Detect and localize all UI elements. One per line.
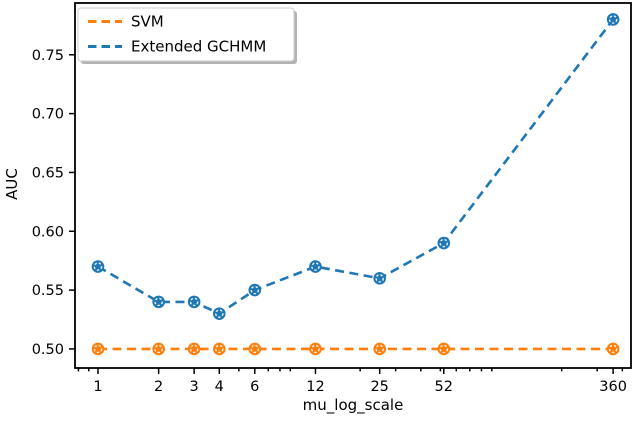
marker-inner-ring-svm (375, 344, 384, 354)
y-tick-label: 0.55 (32, 283, 64, 299)
marker-svm (606, 342, 620, 356)
marker-svm (91, 342, 105, 356)
y-axis-label: AUC (3, 168, 21, 200)
x-tick-label: 2 (154, 379, 163, 395)
marker-inner-ring-extended-gchmm (439, 238, 449, 248)
x-tick-label: 12 (306, 379, 324, 395)
marker-inner-ring-svm (93, 344, 103, 354)
marker-svm (152, 342, 165, 356)
marker-inner-ring-svm (189, 344, 199, 354)
y-tick-label: 0.50 (32, 342, 64, 358)
x-tick-label: 4 (215, 379, 224, 395)
y-tick-label: 0.65 (32, 165, 64, 181)
y-tick-label: 0.60 (32, 224, 64, 240)
legend: SVM Extended GCHMM (77, 7, 297, 64)
marker-svm (373, 342, 386, 356)
marker-inner-ring-extended-gchmm (375, 274, 384, 283)
marker-extended-gchmm (213, 307, 226, 320)
marker-inner-ring-extended-gchmm (215, 309, 224, 318)
marker-extended-gchmm (373, 272, 386, 285)
marker-inner-ring-extended-gchmm (189, 297, 199, 307)
marker-inner-ring-extended-gchmm (311, 262, 320, 271)
marker-inner-ring-extended-gchmm (250, 285, 260, 295)
x-tick-label: 3 (190, 379, 199, 395)
marker-svm (248, 342, 262, 356)
y-tick-label: 0.70 (32, 107, 64, 123)
x-tick-label: 360 (599, 379, 627, 395)
marker-svm (437, 342, 451, 356)
marker-inner-ring-svm (439, 344, 449, 354)
x-tick-label: 25 (370, 379, 388, 395)
marker-inner-ring-svm (154, 344, 163, 354)
marker-extended-gchmm (152, 295, 165, 309)
marker-inner-ring-svm (608, 344, 618, 354)
marker-svm (309, 342, 322, 356)
marker-extended-gchmm (309, 260, 322, 273)
marker-extended-gchmm (187, 295, 201, 309)
x-tick-label: 52 (435, 379, 453, 395)
legend-label-extended-gchmm: Extended GCHMM (131, 38, 266, 56)
marker-extended-gchmm (248, 283, 262, 297)
legend-label-svm: SVM (131, 13, 164, 31)
marker-svm (187, 342, 201, 356)
marker-extended-gchmm (437, 236, 451, 250)
marker-inner-ring-extended-gchmm (154, 297, 163, 307)
x-tick-label: 6 (250, 379, 259, 395)
marker-svm (213, 342, 226, 356)
x-tick-label: 1 (93, 379, 102, 395)
marker-inner-ring-svm (250, 344, 260, 354)
marker-inner-ring-svm (311, 344, 320, 354)
marker-inner-ring-svm (215, 344, 224, 354)
marker-inner-ring-extended-gchmm (608, 15, 618, 24)
marker-extended-gchmm (606, 13, 620, 26)
marker-extended-gchmm (91, 260, 105, 273)
y-tick-label: 0.75 (32, 48, 64, 64)
legend-box (77, 7, 295, 62)
plot-border (74, 2, 632, 369)
marker-inner-ring-extended-gchmm (93, 262, 103, 271)
x-axis-label: mu_log_scale (303, 396, 404, 415)
